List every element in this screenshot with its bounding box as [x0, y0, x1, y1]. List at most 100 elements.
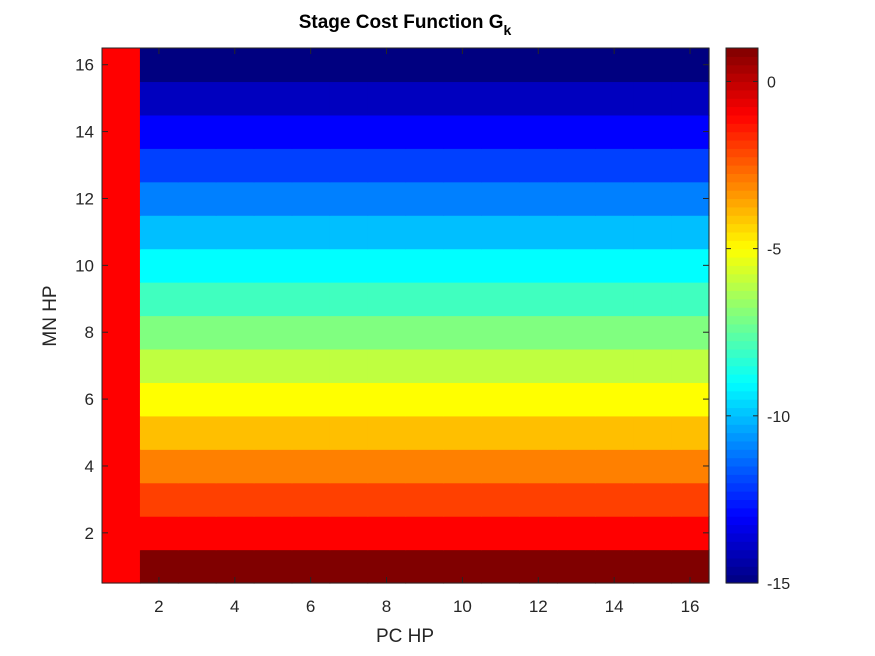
colorbar-segment: [726, 499, 758, 509]
colorbar-segment: [726, 307, 758, 317]
heatmap-cell: [405, 282, 445, 317]
heatmap-cell: [443, 248, 482, 283]
y-tick-label: 8: [85, 323, 94, 342]
colorbar-segment: [726, 541, 758, 551]
colorbar-segment: [726, 532, 758, 542]
colorbar-segment: [726, 574, 758, 584]
heatmap-cell: [557, 81, 596, 116]
heatmap-cell: [253, 482, 293, 517]
heatmap-cell: [443, 282, 482, 317]
heatmap-cell: [253, 315, 293, 350]
heatmap-cell: [633, 215, 672, 250]
heatmap-cell: [633, 81, 672, 116]
heatmap-cell: [329, 48, 369, 83]
heatmap-cell: [177, 181, 217, 216]
colorbar-segment: [726, 131, 758, 141]
colorbar-segment: [726, 457, 758, 467]
heatmap-cell: [443, 148, 482, 183]
heatmap-cell: [481, 48, 520, 83]
heatmap-cell: [443, 449, 482, 484]
heatmap-cell: [291, 348, 331, 383]
heatmap-cell: [102, 516, 141, 551]
heatmap-cell: [595, 148, 634, 183]
colorbar-segment: [726, 148, 758, 158]
heatmap-cell: [481, 482, 520, 517]
heatmap-cell: [139, 516, 179, 551]
heatmap-cell: [519, 114, 558, 149]
heatmap-cell: [291, 181, 331, 216]
colorbar-tick-label: -10: [767, 409, 790, 426]
heatmap-cell: [595, 348, 634, 383]
heatmap-cell: [671, 215, 710, 250]
heatmap-cell: [139, 449, 179, 484]
heatmap-cell: [177, 549, 217, 584]
heatmap-cell: [291, 315, 331, 350]
colorbar-segment: [726, 206, 758, 216]
heatmap-cell: [519, 449, 558, 484]
colorbar-segment: [726, 432, 758, 442]
heatmap-cell: [671, 415, 710, 450]
heatmap-cell: [215, 482, 255, 517]
colorbar-segment: [726, 156, 758, 166]
heatmap-cell: [329, 348, 369, 383]
colorbar-gradient: [726, 48, 758, 584]
heatmap-cell: [557, 315, 596, 350]
heatmap-cell: [367, 449, 407, 484]
heatmap-cell: [139, 81, 179, 116]
heatmap-cell: [595, 516, 634, 551]
heatmap-cell: [443, 348, 482, 383]
heatmap-cell: [443, 181, 482, 216]
heatmap-cell: [595, 449, 634, 484]
heatmap-cell: [177, 48, 217, 83]
y-tick-label: 6: [85, 390, 94, 409]
heatmap-cell: [102, 248, 141, 283]
heatmap-cell: [443, 415, 482, 450]
heatmap-cell: [215, 415, 255, 450]
heatmap-cell: [633, 114, 672, 149]
heatmap-cell: [481, 549, 520, 584]
heatmap-cell: [177, 248, 217, 283]
heatmap-cell: [519, 482, 558, 517]
x-tick-label: 6: [306, 597, 315, 616]
heatmap-cell: [139, 415, 179, 450]
colorbar-segment: [726, 106, 758, 116]
heatmap-cell: [253, 114, 293, 149]
x-axis-ticks: 2 4 6 8 10 12 14 16: [154, 48, 699, 616]
heatmap-cell: [481, 81, 520, 116]
heatmap-cell: [367, 415, 407, 450]
y-axis-ticks: 2 4 6 8 10 12 14 16: [75, 56, 709, 543]
heatmap-cell: [253, 415, 293, 450]
heatmap-cell: [519, 415, 558, 450]
heatmap-cell: [329, 549, 369, 584]
heatmap-cell: [177, 215, 217, 250]
colorbar-segment: [726, 566, 758, 576]
heatmap-cell: [102, 48, 141, 83]
heatmap-cell: [671, 482, 710, 517]
colorbar-segment: [726, 516, 758, 526]
heatmap-cell: [102, 348, 141, 383]
heatmap-cell: [253, 348, 293, 383]
colorbar-segment: [726, 56, 758, 66]
heatmap-cell: [102, 114, 141, 149]
heatmap-cell: [671, 148, 710, 183]
heatmap-cell: [443, 516, 482, 551]
heatmap-cell: [253, 81, 293, 116]
heatmap-cell: [671, 282, 710, 317]
y-tick-label: 2: [85, 524, 94, 543]
heatmap-cell: [367, 114, 407, 149]
heatmap-cell: [367, 482, 407, 517]
colorbar-segment: [726, 374, 758, 383]
heatmap-cell: [633, 282, 672, 317]
heatmap-cell: [139, 382, 179, 417]
chart-title-main: Stage Cost Function G: [299, 12, 504, 33]
heatmap-cell: [519, 516, 558, 551]
heatmap-cell: [177, 516, 217, 551]
heatmap-cell: [519, 348, 558, 383]
heatmap-cell: [671, 348, 710, 383]
colorbar-segment: [726, 290, 758, 300]
heatmap-cell: [557, 148, 596, 183]
heatmap-cell: [557, 415, 596, 450]
heatmap-cell: [177, 148, 217, 183]
colorbar-segment: [726, 48, 758, 57]
colorbar-segment: [726, 474, 758, 484]
